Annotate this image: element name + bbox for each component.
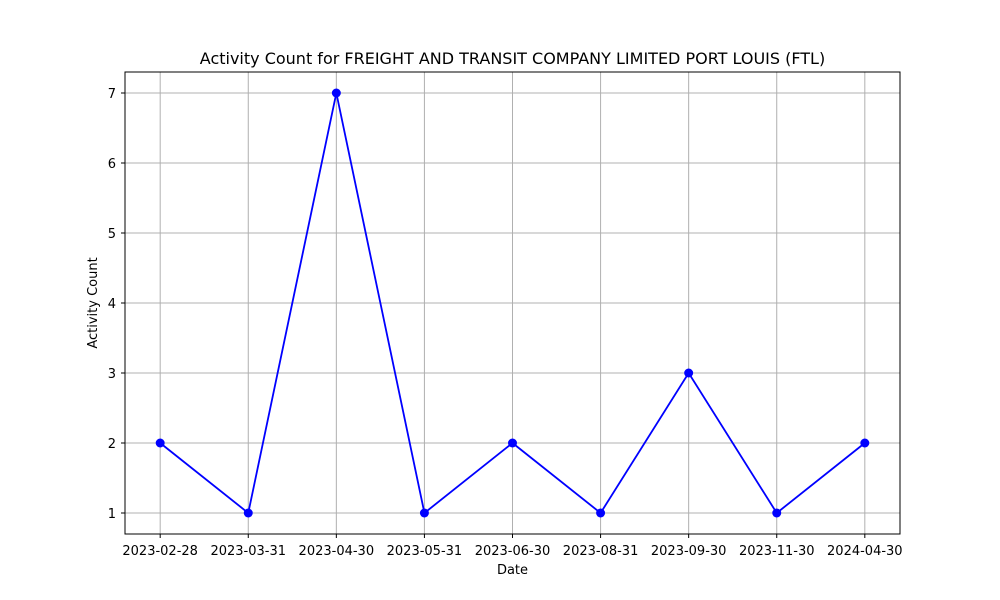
- series-layer: [155, 88, 870, 518]
- y-tick-label: 1: [108, 507, 116, 522]
- x-tick-label: 2023-03-31: [210, 544, 286, 559]
- y-tick-label: 4: [108, 297, 116, 312]
- data-point: [596, 508, 606, 518]
- y-tick-label: 7: [108, 87, 116, 102]
- x-tick-label: 2023-04-30: [299, 544, 375, 559]
- y-axis-label: Activity Count: [86, 257, 101, 348]
- x-axis-label: Date: [497, 563, 528, 578]
- data-point: [772, 508, 782, 518]
- y-tick-label: 3: [108, 367, 116, 382]
- data-point: [155, 438, 165, 448]
- y-tick-label: 6: [108, 157, 116, 172]
- data-point: [243, 508, 253, 518]
- x-tick-label: 2023-09-30: [651, 544, 727, 559]
- data-point: [419, 508, 429, 518]
- y-axis-ticks: 1 2 3 4 5 6 7: [108, 87, 125, 522]
- data-point: [508, 438, 517, 448]
- chart-title: Activity Count for FREIGHT AND TRANSIT C…: [200, 49, 825, 68]
- y-tick-label: 5: [108, 227, 116, 242]
- x-tick-label: 2023-11-30: [739, 544, 815, 559]
- y-tick-label: 2: [108, 437, 116, 452]
- grid-lines: [125, 72, 900, 534]
- data-point: [860, 438, 870, 448]
- x-tick-label: 2023-05-31: [387, 544, 463, 559]
- x-tick-label: 2024-04-30: [827, 544, 903, 559]
- x-tick-label: 2023-02-28: [122, 544, 198, 559]
- data-point: [684, 368, 694, 378]
- x-axis-ticks: 2023-02-28 2023-03-31 2023-04-30 2023-05-31…: [122, 534, 903, 559]
- data-point: [331, 88, 341, 98]
- x-tick-label: 2023-08-31: [563, 544, 639, 559]
- x-tick-label: 2023-06-30: [475, 544, 551, 559]
